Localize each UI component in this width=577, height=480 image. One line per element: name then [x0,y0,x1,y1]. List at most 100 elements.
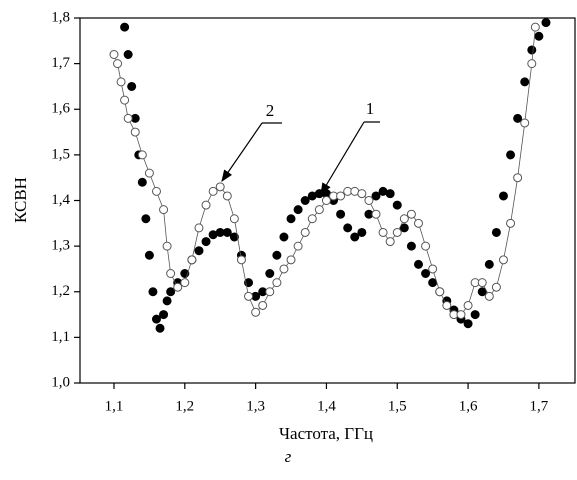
data-point [314,205,324,215]
data-point [151,186,161,196]
data-point [144,168,154,178]
data-point [109,50,119,59]
data-point [293,241,303,251]
y-tick-label: 1,3 [51,238,70,254]
data-point [513,173,523,183]
data-point [527,45,537,55]
data-point [293,205,303,215]
y-tick-label: 1,8 [51,9,70,25]
data-point [166,287,176,297]
annotation: 2 [266,101,275,120]
data-point [392,200,402,210]
data-point [435,287,445,297]
data-point [265,269,275,278]
data-point [120,95,130,105]
data-point [137,177,147,187]
y-tick-label: 1,4 [51,192,70,208]
data-point [498,255,508,265]
data-point [506,218,516,228]
x-tick-label: 1,1 [105,398,124,414]
data-point [300,196,310,205]
data-point [272,278,282,288]
data-point [194,246,204,256]
data-point [236,255,246,265]
data-point [513,113,523,123]
x-axis-label: Частота, ГГц [279,424,373,443]
data-point [428,264,438,274]
y-tick-label: 1,6 [51,101,70,117]
data-point [371,191,381,201]
data-point [392,227,402,237]
data-point [477,278,487,288]
x-tick-label: 1,5 [388,398,407,414]
data-point [286,214,296,224]
data-point [272,250,282,260]
caption: г [285,447,292,466]
data-point [166,269,176,278]
data-point [258,300,268,310]
data-point [484,291,494,301]
x-tick-label: 1,6 [459,398,478,414]
y-tick-label: 1,1 [51,329,70,345]
data-point [123,50,133,59]
data-point [120,22,130,32]
data-point [506,150,516,160]
data-point [463,319,473,329]
data-point [130,127,140,137]
data-point [159,310,169,320]
data-point [244,291,254,301]
data-point [222,227,232,237]
data-point [116,77,126,87]
data-point [321,196,331,205]
data-point [534,31,544,41]
data-point [527,59,537,69]
x-tick-label: 1,2 [175,398,194,414]
data-point [421,241,431,251]
data-point [148,287,158,297]
annotation-arrow [321,121,380,194]
x-tick-label: 1,3 [246,398,265,414]
data-point [162,241,172,251]
data-point [194,223,204,233]
data-point [530,22,540,32]
data-point [343,223,353,233]
data-point [162,296,172,306]
data-point [491,227,501,237]
data-point [350,232,360,242]
data-point [229,214,239,224]
data-point [477,287,487,297]
data-point [421,269,431,278]
data-point [357,227,367,237]
y-tick-label: 1,2 [51,283,70,299]
data-point [279,264,289,274]
data-point [385,189,395,199]
data-point [251,307,261,317]
data-point [180,278,190,288]
data-point [371,209,381,219]
data-point [470,310,480,320]
data-point [159,205,169,215]
data-point [463,300,473,310]
annotation-arrow [222,122,282,181]
series-line [113,27,536,315]
data-point [336,209,346,219]
data-point [123,113,133,123]
data-point [520,118,530,128]
data-point [187,255,197,265]
data-point [484,259,494,269]
data-point [413,259,423,269]
data-point [286,255,296,265]
data-point [222,191,232,201]
data-point [201,200,211,210]
data-point [491,282,501,292]
data-point [336,191,346,201]
data-point [201,237,211,247]
data-point [406,241,416,251]
data-point [413,218,423,228]
data-point [279,232,289,242]
data-point [456,310,466,320]
y-tick-label: 1,0 [51,374,70,390]
data-point [265,287,275,297]
